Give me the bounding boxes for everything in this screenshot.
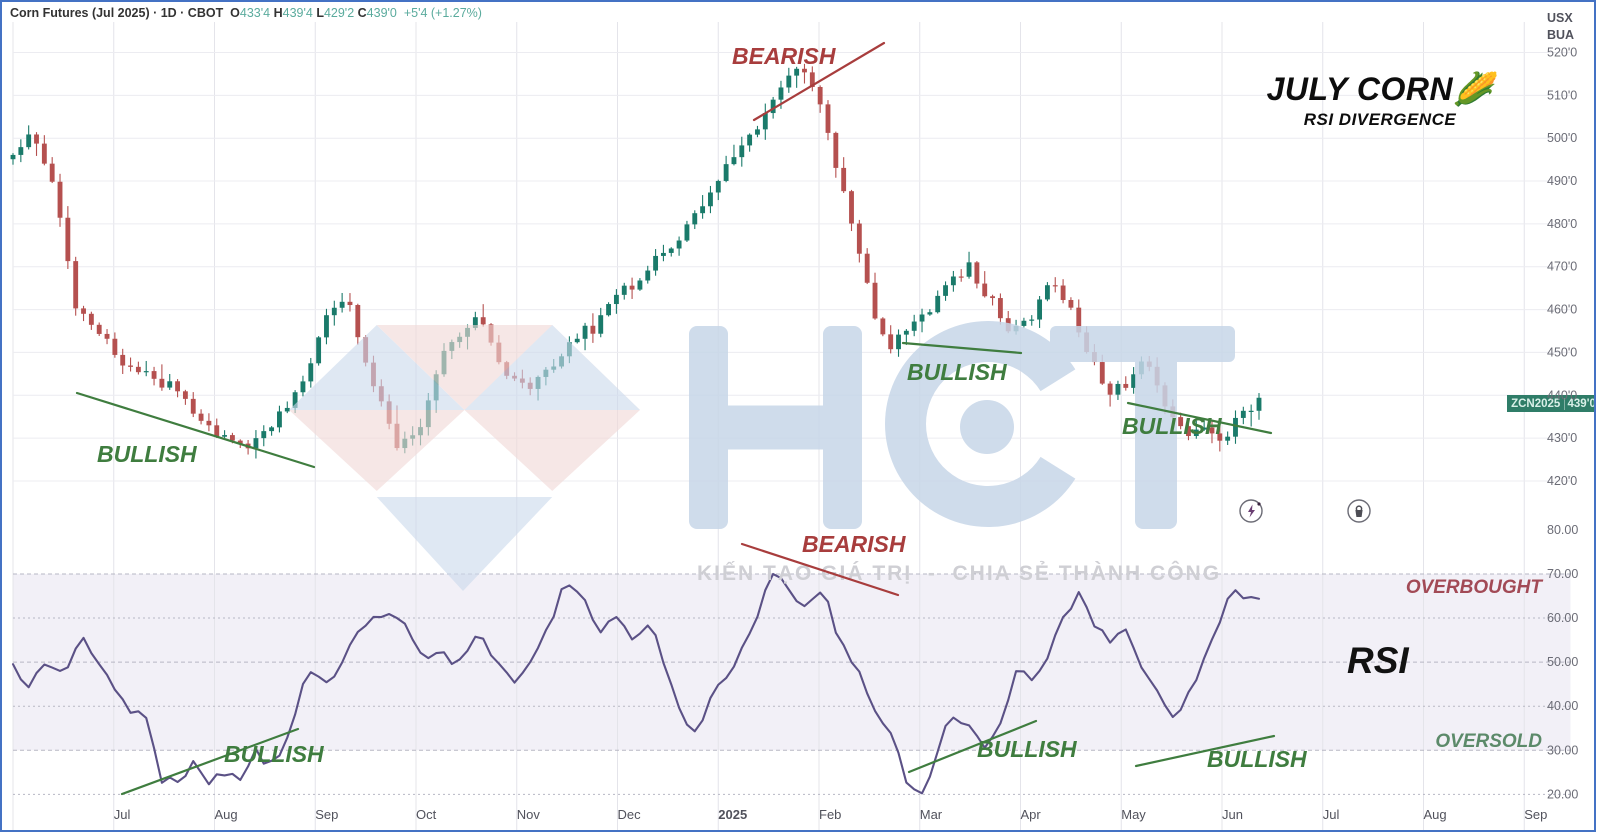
svg-text:510'0: 510'0	[1547, 88, 1577, 102]
svg-text:500'0: 500'0	[1547, 131, 1577, 145]
svg-text:30.00: 30.00	[1547, 743, 1578, 757]
svg-text:Jul: Jul	[1323, 807, 1340, 822]
svg-text:520'0: 520'0	[1547, 46, 1577, 60]
svg-text:Apr: Apr	[1021, 807, 1042, 822]
svg-text:Jul: Jul	[114, 807, 131, 822]
svg-text:Oct: Oct	[416, 807, 437, 822]
svg-text:430'0: 430'0	[1547, 431, 1577, 445]
svg-text:50.00: 50.00	[1547, 655, 1578, 669]
svg-text:USX: USX	[1547, 11, 1573, 25]
svg-text:Dec: Dec	[618, 807, 642, 822]
svg-text:470'0: 470'0	[1547, 260, 1577, 274]
svg-text:60.00: 60.00	[1547, 611, 1578, 625]
svg-text:480'0: 480'0	[1547, 217, 1577, 231]
svg-text:Mar: Mar	[920, 807, 943, 822]
svg-text:40.00: 40.00	[1547, 699, 1578, 713]
svg-text:80.00: 80.00	[1547, 523, 1578, 537]
svg-text:460'0: 460'0	[1547, 303, 1577, 317]
svg-text:Sep: Sep	[1524, 807, 1547, 822]
svg-text:Feb: Feb	[819, 807, 841, 822]
svg-text:Aug: Aug	[1424, 807, 1447, 822]
svg-text:20.00: 20.00	[1547, 787, 1578, 801]
svg-text:May: May	[1121, 807, 1146, 822]
svg-text:70.00: 70.00	[1547, 567, 1578, 581]
svg-text:Jun: Jun	[1222, 807, 1243, 822]
svg-text:2025: 2025	[718, 807, 747, 822]
svg-text:490'0: 490'0	[1547, 174, 1577, 188]
svg-text:420'0: 420'0	[1547, 474, 1577, 488]
svg-text:Sep: Sep	[315, 807, 338, 822]
svg-text:450'0: 450'0	[1547, 345, 1577, 359]
svg-text:BUA: BUA	[1547, 28, 1574, 42]
svg-text:Aug: Aug	[215, 807, 238, 822]
svg-text:Nov: Nov	[517, 807, 541, 822]
svg-text:440'0: 440'0	[1547, 388, 1577, 402]
